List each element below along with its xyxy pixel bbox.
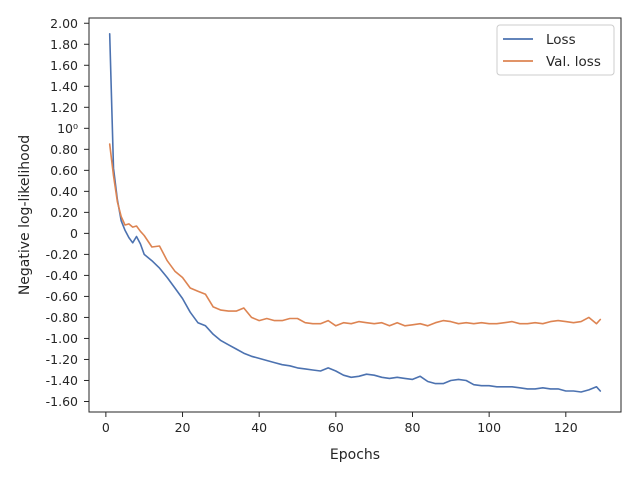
series-layer xyxy=(108,32,602,393)
y-tick-label: -1.00 xyxy=(46,331,78,346)
y-tick-label: -0.40 xyxy=(46,268,78,283)
y-tick-label: -0.80 xyxy=(46,310,78,325)
y-tick-label: -0.60 xyxy=(46,289,78,304)
legend: Loss Val. loss xyxy=(496,24,615,76)
y-tick-label: 1.80 xyxy=(50,37,78,52)
y-axis: 2.00 1.80 1.60 1.40 1.20 10⁰ 0.80 0.60 0.40 0.20 0… xyxy=(46,16,89,409)
y-tick-label: -1.20 xyxy=(46,352,78,367)
y-tick-label: -1.60 xyxy=(46,394,78,409)
x-tick-label: 20 xyxy=(175,420,191,435)
x-tick-label: 80 xyxy=(405,420,421,435)
x-tick-label: 100 xyxy=(477,420,501,435)
y-tick-label: 0.80 xyxy=(50,142,78,157)
y-axis-title: Negative log-likelihood xyxy=(17,135,33,295)
legend-label-loss: Loss xyxy=(546,32,576,48)
legend-label-val-loss: Val. loss xyxy=(546,54,601,70)
y-tick-label: 2.00 xyxy=(50,16,78,31)
y-tick-label: 10⁰ xyxy=(57,121,78,136)
y-tick-label: -1.40 xyxy=(46,373,78,388)
plot-frame xyxy=(88,17,622,413)
x-axis: 0 20 40 60 80 100 120 xyxy=(102,412,578,435)
x-tick-label: 120 xyxy=(554,420,578,435)
series-line-val-loss xyxy=(108,143,602,327)
x-tick-label: 0 xyxy=(102,420,110,435)
y-tick-label: 0.40 xyxy=(50,184,78,199)
x-axis-title: Epochs xyxy=(330,447,380,463)
y-tick-label: 0 xyxy=(70,226,78,241)
legend-box xyxy=(496,24,615,76)
x-tick-label: 60 xyxy=(328,420,344,435)
y-tick-label: 0.20 xyxy=(50,205,78,220)
y-tick-label: 1.60 xyxy=(50,58,78,73)
y-tick-label: -0.20 xyxy=(46,247,78,262)
y-tick-label: 0.60 xyxy=(50,163,78,178)
series-line-loss xyxy=(108,32,602,393)
y-tick-label: 1.20 xyxy=(50,100,78,115)
y-tick-label: 1.40 xyxy=(50,79,78,94)
x-tick-label: 40 xyxy=(251,420,267,435)
